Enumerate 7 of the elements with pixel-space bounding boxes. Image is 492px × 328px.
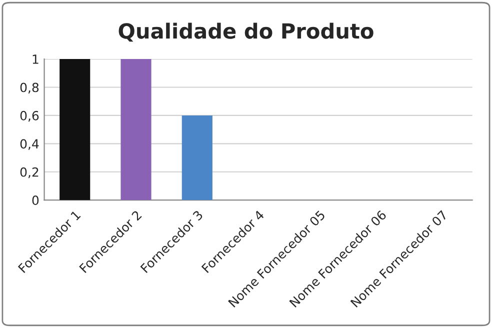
y-tick-label: 0,6 bbox=[20, 110, 39, 122]
y-tick-label: 0 bbox=[32, 196, 39, 206]
y-tick-label: 0,4 bbox=[20, 139, 39, 150]
y-tick-label: 1 bbox=[32, 54, 38, 64]
y-tick-label: 0,2 bbox=[20, 167, 38, 178]
y-tick-label: 0,8 bbox=[20, 82, 39, 94]
chart-title: Qualidade do Produto bbox=[118, 22, 374, 42]
